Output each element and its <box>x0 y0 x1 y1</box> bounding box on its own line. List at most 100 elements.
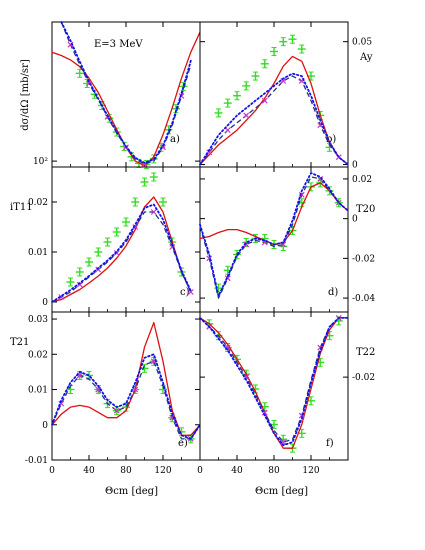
panel-label-a: a) <box>170 134 180 145</box>
data-point <box>122 217 130 227</box>
x-tick-label: 120 <box>154 466 171 476</box>
data-point <box>66 277 75 287</box>
y-tick-label: -0.04 <box>352 294 375 304</box>
y-tick-label: -0.01 <box>25 456 48 466</box>
cross-marker <box>150 209 157 215</box>
y-tick-label: 10² <box>33 157 48 167</box>
panel-d: 0.02 0 -0.02 -0.04 T20 d) <box>199 166 375 313</box>
cross-marker <box>243 241 250 248</box>
y-tick-label: 0.01 <box>28 248 48 258</box>
data-point <box>103 237 112 247</box>
cross-marker <box>113 407 120 414</box>
cross-marker <box>132 224 139 230</box>
series-dashed-f <box>199 317 348 443</box>
y-axis-label-a: dσ/dΩ [mb/sr] <box>20 59 31 131</box>
panel-b: 0 0.05 Ay b) <box>199 21 373 171</box>
x-axis-label-right: Θcm [deg] <box>255 486 308 497</box>
series-solid-d <box>199 182 349 246</box>
x-tick-label: 0 <box>197 466 203 476</box>
cross-marker <box>261 97 268 104</box>
cross-marker <box>280 78 287 84</box>
x-tick-label: 80 <box>120 466 132 476</box>
y-tick-label: 0.01 <box>28 386 48 396</box>
x-tick-label: 40 <box>83 466 95 476</box>
series-dashed-c <box>51 211 192 303</box>
y-tick-label: 0.03 <box>28 315 48 325</box>
series-dotted-f <box>199 316 349 447</box>
panel-b-frame <box>199 21 349 168</box>
energy-label: E=3 MeV <box>94 39 143 50</box>
data-point <box>297 44 306 54</box>
data-point <box>140 177 149 187</box>
series-dotted-d <box>199 172 349 298</box>
panel-label-b: b) <box>326 134 336 145</box>
y-tick-label: 0.02 <box>352 175 372 185</box>
panel-f: 0 40 80 120 -0.02 T22 f) <box>197 311 375 476</box>
series-dotted-c <box>51 203 192 303</box>
x-tick-label: 120 <box>302 466 319 476</box>
series-solid-e <box>51 321 201 436</box>
data-point <box>112 227 121 237</box>
cross-marker <box>76 281 83 288</box>
y-axis-label-c: iT11 <box>10 202 33 213</box>
panel-label-f: f) <box>326 438 334 449</box>
y-tick-label: 0 <box>42 421 48 431</box>
cross-marker <box>224 127 231 134</box>
cross-marker <box>187 289 194 295</box>
y-axis-label-b: Ay <box>359 52 373 63</box>
data-point <box>94 247 103 257</box>
x-tick-label: 80 <box>268 466 280 476</box>
data-point <box>233 91 241 101</box>
series-dotted-b <box>199 72 349 166</box>
series-dotted-a <box>60 21 192 164</box>
data-point <box>251 71 260 81</box>
data-point <box>260 59 269 69</box>
y-tick-label: 0 <box>352 215 358 225</box>
panel-label-d: d) <box>328 287 338 298</box>
series-dashed-d <box>199 176 349 299</box>
cross-marker <box>280 439 287 446</box>
series-dashed-a <box>60 21 192 165</box>
data-point <box>270 46 278 56</box>
data-point <box>75 68 84 78</box>
y-tick-label: 0 <box>352 161 358 171</box>
x-tick-label: 40 <box>231 466 243 476</box>
panel-label-e: e) <box>178 438 188 449</box>
cross-marker <box>317 175 324 182</box>
data-point <box>131 197 140 207</box>
cross-marker <box>95 266 102 273</box>
data-point <box>159 197 167 207</box>
y-axis-label-d: T20 <box>356 204 375 215</box>
y-tick-label: -0.02 <box>352 254 375 264</box>
data-point <box>85 257 93 267</box>
data-point <box>279 37 288 47</box>
y-tick-label: 0.02 <box>28 198 48 208</box>
series-solid-b <box>199 55 349 166</box>
cross-marker <box>95 386 102 393</box>
y-axis-label-e: T21 <box>10 337 29 348</box>
x-tick-label: 0 <box>49 466 55 476</box>
series-dotted-e <box>51 353 201 440</box>
series-solid-c <box>51 196 192 303</box>
panel-label-c: c) <box>180 287 190 298</box>
data-point <box>149 172 158 182</box>
data-point <box>288 34 297 44</box>
panel-a: 10² dσ/dΩ [mb/sr] a) <box>20 21 201 170</box>
data-point <box>75 267 84 277</box>
data-point <box>214 108 223 118</box>
series-dashed-e <box>51 360 201 440</box>
data-point <box>242 81 251 91</box>
cross-marker <box>243 112 250 119</box>
cross-marker <box>113 250 120 256</box>
y-tick-label: 0.02 <box>28 350 48 360</box>
y-tick-label: -0.02 <box>352 373 375 383</box>
y-axis-label-f: T22 <box>356 347 375 358</box>
cross-marker <box>298 191 305 198</box>
series-dashed-b <box>199 75 349 166</box>
data-point <box>223 98 232 108</box>
y-tick-label: 0.05 <box>352 38 372 48</box>
